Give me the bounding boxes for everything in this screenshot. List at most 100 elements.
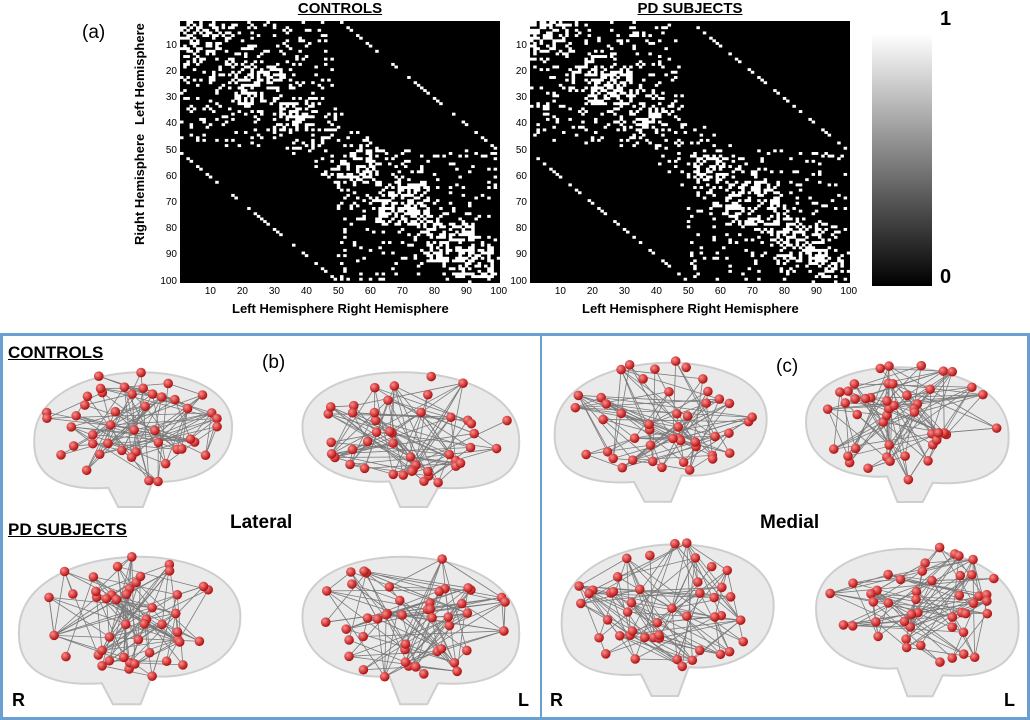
x-tick-label: 80 — [428, 286, 440, 297]
matrix-cell — [384, 207, 389, 210]
matrix-cell — [317, 128, 322, 132]
matrix-cell — [333, 167, 338, 171]
network-node — [608, 453, 619, 464]
network-edge — [683, 403, 730, 463]
matrix-cell — [696, 157, 700, 161]
network-edge — [714, 616, 721, 655]
network-node — [895, 574, 906, 585]
matrix-cell — [196, 39, 200, 43]
matrix-cell — [558, 34, 563, 38]
matrix-cell — [330, 133, 334, 137]
matrix-cell — [356, 167, 360, 171]
matrix-cell — [725, 233, 729, 237]
matrix-cell — [814, 248, 819, 252]
matrix-cell — [722, 246, 726, 250]
matrix-cell — [606, 91, 611, 95]
network-edge — [577, 395, 608, 452]
y-tick-label: 30 — [165, 92, 177, 104]
matrix-cell — [413, 191, 418, 195]
network-node — [153, 437, 164, 448]
matrix-cell — [741, 207, 745, 210]
matrix-cell — [205, 104, 210, 108]
matrix-cell — [782, 207, 787, 210]
network-node — [163, 378, 173, 389]
orientation-l-right: L — [1004, 690, 1015, 710]
matrix-cell — [272, 23, 277, 27]
matrix-cell — [744, 248, 748, 252]
network-node — [462, 608, 473, 618]
matrix-cell — [272, 131, 277, 134]
matrix-cell — [610, 78, 614, 82]
matrix-cell — [651, 117, 656, 121]
matrix-cell — [542, 107, 547, 111]
matrix-cell — [600, 65, 604, 69]
matrix-cell — [648, 52, 652, 56]
matrix-cell — [407, 159, 411, 163]
matrix-cell — [484, 154, 488, 158]
matrix-cell — [792, 104, 796, 108]
matrix-cell — [731, 191, 736, 195]
matrix-cell — [304, 128, 309, 132]
matrix-cell — [474, 235, 478, 239]
matrix-cell — [336, 175, 341, 179]
matrix-cell — [661, 154, 665, 158]
matrix-cell — [452, 225, 456, 229]
matrix-cell — [272, 96, 277, 100]
matrix-cell — [629, 94, 633, 98]
matrix-title-controls: CONTROLS — [297, 0, 383, 17]
matrix-cell — [645, 123, 649, 127]
matrix-cell — [208, 78, 213, 82]
matrix-cell — [487, 254, 491, 258]
network-node — [95, 383, 106, 394]
matrix-cell — [237, 110, 242, 113]
matrix-cell — [474, 264, 478, 268]
matrix-cell — [821, 128, 825, 132]
matrix-cell — [651, 41, 656, 45]
matrix-cell — [202, 133, 206, 137]
network-node — [747, 412, 757, 423]
matrix-cell — [272, 227, 277, 231]
matrix-cell — [760, 78, 764, 82]
network-node — [118, 652, 129, 663]
matrix-cell — [584, 60, 588, 64]
matrix-cell — [231, 26, 235, 30]
matrix-cell — [426, 91, 430, 95]
matrix-cell — [664, 138, 668, 142]
matrix-cell — [381, 214, 386, 218]
matrix-cell — [789, 251, 793, 255]
matrix-cell — [821, 272, 825, 276]
matrix-cell — [276, 89, 280, 93]
matrix-cell — [533, 34, 537, 38]
matrix-cell — [533, 28, 537, 32]
network-edge — [671, 542, 688, 609]
matrix-cell — [654, 83, 659, 87]
network-edge — [827, 408, 849, 457]
matrix-cell — [240, 62, 245, 66]
matrix-cell — [282, 102, 286, 106]
matrix-cell — [814, 225, 819, 229]
matrix-cell — [738, 222, 742, 226]
matrix-cell — [776, 222, 780, 226]
matrix-cell — [381, 277, 386, 281]
matrix-cell — [542, 104, 547, 108]
matrix-cell — [571, 78, 576, 82]
matrix-cell — [288, 112, 293, 116]
matrix-cell — [696, 178, 700, 182]
matrix-cell — [407, 193, 411, 197]
matrix-cell — [442, 262, 446, 265]
matrix-cell — [546, 34, 550, 38]
network-node — [463, 583, 473, 593]
matrix-cell — [218, 73, 222, 77]
network-node — [825, 588, 835, 599]
matrix-cell — [818, 259, 822, 263]
matrix-cell — [343, 196, 347, 200]
network-node — [901, 634, 911, 644]
x-tick-label: 90 — [810, 286, 822, 297]
matrix-cell — [375, 220, 379, 224]
network-node — [612, 572, 623, 582]
matrix-cell — [343, 175, 347, 179]
network-node — [938, 366, 949, 376]
matrix-cell — [578, 31, 582, 35]
y-tick-label: 70 — [515, 197, 527, 209]
matrix-cell — [295, 125, 299, 129]
